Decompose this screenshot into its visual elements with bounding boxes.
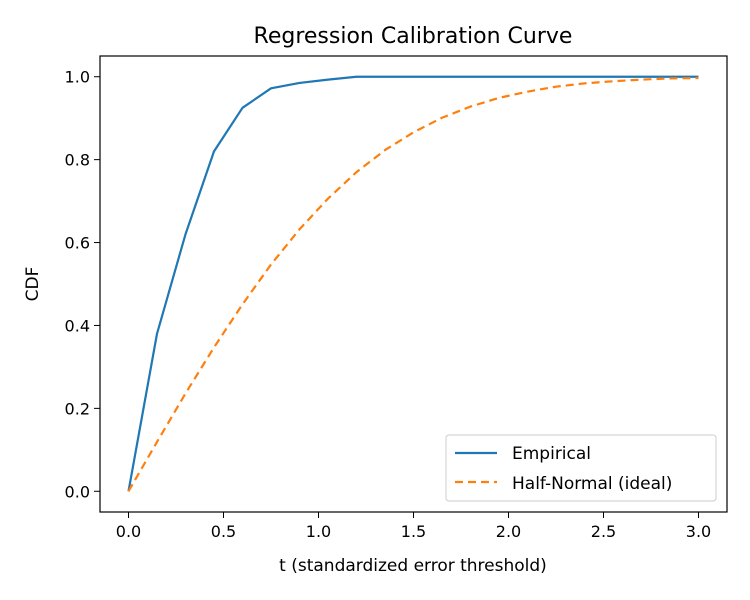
x-tick-label: 1.5: [401, 522, 426, 541]
x-axis-label: t (standardized error threshold): [279, 556, 547, 576]
x-tick-label: 2.0: [496, 522, 521, 541]
x-tick-label: 0.0: [116, 522, 141, 541]
y-tick-label: 1.0: [65, 68, 90, 87]
y-tick-label: 0.2: [65, 399, 90, 418]
x-tick-label: 2.5: [591, 522, 616, 541]
x-axis-ticks: 0.0 0.5 1.0 1.5 2.0 2.5 3.0: [116, 512, 711, 541]
legend-box: [445, 434, 717, 502]
series-line-half-normal-ideal: [127, 76, 699, 492]
legend-label-empirical: Empirical: [512, 444, 591, 464]
series-line-empirical: [127, 75, 699, 492]
x-tick-label: 0.5: [211, 522, 236, 541]
y-tick-label: 0.6: [65, 234, 90, 253]
legend-label-half-normal: Half-Normal (ideal): [512, 474, 672, 494]
y-tick-label: 0.8: [65, 151, 90, 170]
x-tick-label: 3.0: [686, 522, 711, 541]
y-tick-label: 0.0: [65, 482, 90, 501]
chart-title: Regression Calibration Curve: [254, 24, 573, 49]
plot-series: [127, 75, 699, 492]
x-tick-label: 1.0: [306, 522, 331, 541]
y-tick-label: 0.4: [65, 316, 90, 335]
y-axis-ticks: 0.0 0.2 0.4 0.6 0.8 1.0: [65, 68, 100, 501]
legend: Empirical Half-Normal (ideal): [445, 434, 717, 502]
y-axis-label: CDF: [23, 267, 43, 302]
